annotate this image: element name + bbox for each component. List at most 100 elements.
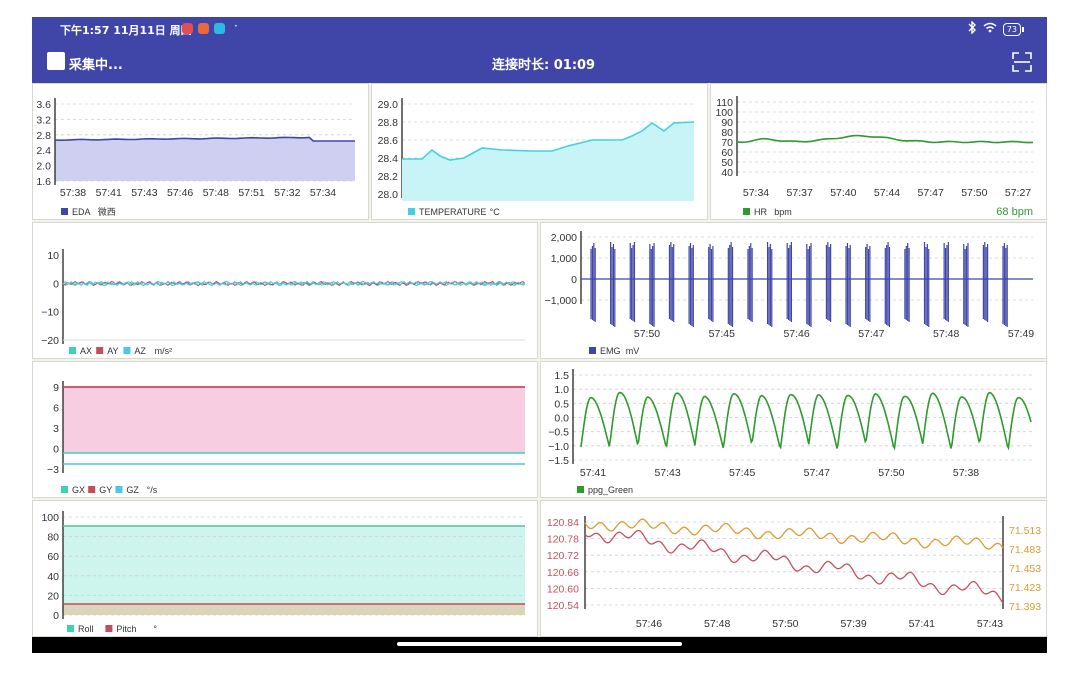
legend-swatch xyxy=(61,208,68,215)
legend-label: AY xyxy=(107,346,118,356)
y-tick-label: 28.4 xyxy=(378,153,399,165)
y-left-tick-label: 120.78 xyxy=(547,534,579,546)
y-tick-label: 1.0 xyxy=(554,384,569,396)
acc-chart: 10 0 −10 −20 AX AY AZ m/s² xyxy=(41,249,526,356)
y-tick-label: 90 xyxy=(721,117,733,129)
x-tick-label: 57:47 xyxy=(918,187,944,199)
x-tick-label: 57:46 xyxy=(636,618,662,630)
wifi-icon xyxy=(983,22,997,36)
y-tick-label: 0 xyxy=(53,278,59,290)
y-tick-label: 0.0 xyxy=(554,413,569,425)
x-tick-label: 57:45 xyxy=(729,467,755,479)
y-right-tick-label: 71.393 xyxy=(1009,601,1041,613)
y-tick-label: 60 xyxy=(47,551,59,563)
legend-swatch xyxy=(105,625,113,632)
legend-unit: m/s² xyxy=(155,346,173,356)
x-tick-label: 57:51 xyxy=(238,187,264,199)
x-tick-label: 57:50 xyxy=(961,187,987,199)
temperature-line xyxy=(402,121,695,161)
ppg-red-ir-chart-panel: 120.84 120.78 120.72 120.66 120.60 120.54 71.5… xyxy=(540,500,1047,637)
ppg-green-chart-panel: 1.5 1.0 0.5 0.0 −0.5 −1.0 −1.5 57:41 57:43 57:45 5… xyxy=(540,361,1047,498)
hr-chart-panel: 110 100 90 80 70 60 50 40 57:34 57:37 57:40 57:44 57… xyxy=(710,83,1047,220)
y-right-tick-label: 71.513 xyxy=(1009,525,1041,537)
legend-label: HR xyxy=(754,207,767,217)
legend-label: AX xyxy=(80,346,92,356)
x-tick-label: 57:43 xyxy=(131,187,157,199)
legend-swatch xyxy=(743,208,750,215)
notification-icon-orange xyxy=(198,23,209,34)
y-tick-label: −0.5 xyxy=(548,427,569,439)
x-tick-label: 57:49 xyxy=(1008,328,1034,340)
legend-label: GX xyxy=(72,485,85,495)
ppg-red-line xyxy=(584,529,1004,604)
system-status-bar: 下午1:57 11月11日 周四 · 73 xyxy=(32,17,1047,41)
ppg-red-ir-chart: 120.84 120.78 120.72 120.66 120.60 120.54 71.5… xyxy=(547,516,1041,630)
legend-swatch xyxy=(123,347,131,354)
x-tick-label: 57:50 xyxy=(634,328,660,340)
fullscreen-icon[interactable] xyxy=(1011,51,1033,73)
legend-unit: °/s xyxy=(147,485,158,495)
y-tick-label: 0 xyxy=(53,610,59,622)
y-tick-label: 3 xyxy=(53,423,59,435)
x-tick-label: 57:34 xyxy=(310,187,336,199)
y-tick-label: 1,000 xyxy=(551,253,577,265)
y-tick-label: −10 xyxy=(41,307,59,319)
y-tick-label: 50 xyxy=(721,157,733,169)
home-indicator[interactable] xyxy=(397,642,682,646)
legend-label: GZ xyxy=(126,485,139,495)
ppg-ir-line xyxy=(584,518,1004,550)
y-right-tick-label: 71.453 xyxy=(1009,563,1041,575)
y-tick-label: 100 xyxy=(715,107,733,119)
legend-label: EDA xyxy=(72,207,91,217)
x-tick-label: 57:41 xyxy=(909,618,935,630)
legend-unit: 微西 xyxy=(98,206,116,217)
y-tick-label: 0 xyxy=(53,444,59,456)
x-tick-label: 57:34 xyxy=(743,187,769,199)
x-tick-label: 57:47 xyxy=(858,328,884,340)
y-left-tick-label: 120.66 xyxy=(547,567,579,579)
y-tick-label: 28.2 xyxy=(378,171,399,183)
y-tick-label: 1.5 xyxy=(554,370,569,382)
y-tick-label: 70 xyxy=(721,137,733,149)
bluetooth-icon xyxy=(967,20,977,37)
collect-checkbox[interactable] xyxy=(47,52,65,70)
ppg-green-line xyxy=(580,391,1032,451)
y-tick-label: −3 xyxy=(47,464,59,476)
y-tick-label: 28.8 xyxy=(378,117,399,129)
battery-icon: 73 xyxy=(1002,22,1025,36)
roll-area xyxy=(63,526,525,604)
y-tick-label: 2.0 xyxy=(36,161,51,173)
y-tick-label: 60 xyxy=(721,147,733,159)
x-tick-label: 57:39 xyxy=(840,618,866,630)
status-time: 下午1:57 11月11日 周四 xyxy=(60,24,192,37)
legend-label: ppg_Green xyxy=(588,485,633,495)
y-tick-label: 110 xyxy=(716,97,733,109)
y-tick-label: 80 xyxy=(47,532,59,544)
status-dot: · xyxy=(234,19,238,33)
gx-area xyxy=(63,387,525,453)
legend-swatch xyxy=(408,208,415,215)
acc-chart-panel: 10 0 −10 −20 AX AY AZ m/s² xyxy=(32,222,538,359)
y-tick-label: 1.6 xyxy=(36,176,51,188)
y-tick-label: 2.8 xyxy=(36,130,51,142)
legend-swatch xyxy=(96,347,104,354)
y-tick-label: 10 xyxy=(47,250,59,262)
x-tick-label: 57:32 xyxy=(274,187,300,199)
gyro-chart-panel: 9 6 3 0 −3 GX GY GZ °/s xyxy=(32,361,538,498)
eda-area xyxy=(55,137,355,181)
x-tick-label: 57:45 xyxy=(709,328,735,340)
legend-swatch xyxy=(88,486,96,493)
y-tick-label: 28.6 xyxy=(378,135,399,147)
temperature-chart-panel: 29.0 28.8 28.6 28.4 28.2 28.0 TEMPERATURE °C xyxy=(371,83,708,220)
y-tick-label: 2,000 xyxy=(551,232,577,244)
legend-label: Roll xyxy=(78,624,94,634)
legend-label: AZ xyxy=(134,346,146,356)
y-tick-label: 9 xyxy=(53,382,59,394)
y-tick-label: 28.0 xyxy=(378,189,399,201)
y-tick-label: −1.5 xyxy=(548,455,569,467)
y-tick-label: 0 xyxy=(571,274,577,286)
y-left-tick-label: 120.54 xyxy=(547,600,579,612)
notification-icon-cyan xyxy=(214,23,225,34)
temperature-chart: 29.0 28.8 28.6 28.4 28.2 28.0 TEMPERATURE °C xyxy=(378,98,695,217)
x-tick-label: 57:48 xyxy=(933,328,959,340)
